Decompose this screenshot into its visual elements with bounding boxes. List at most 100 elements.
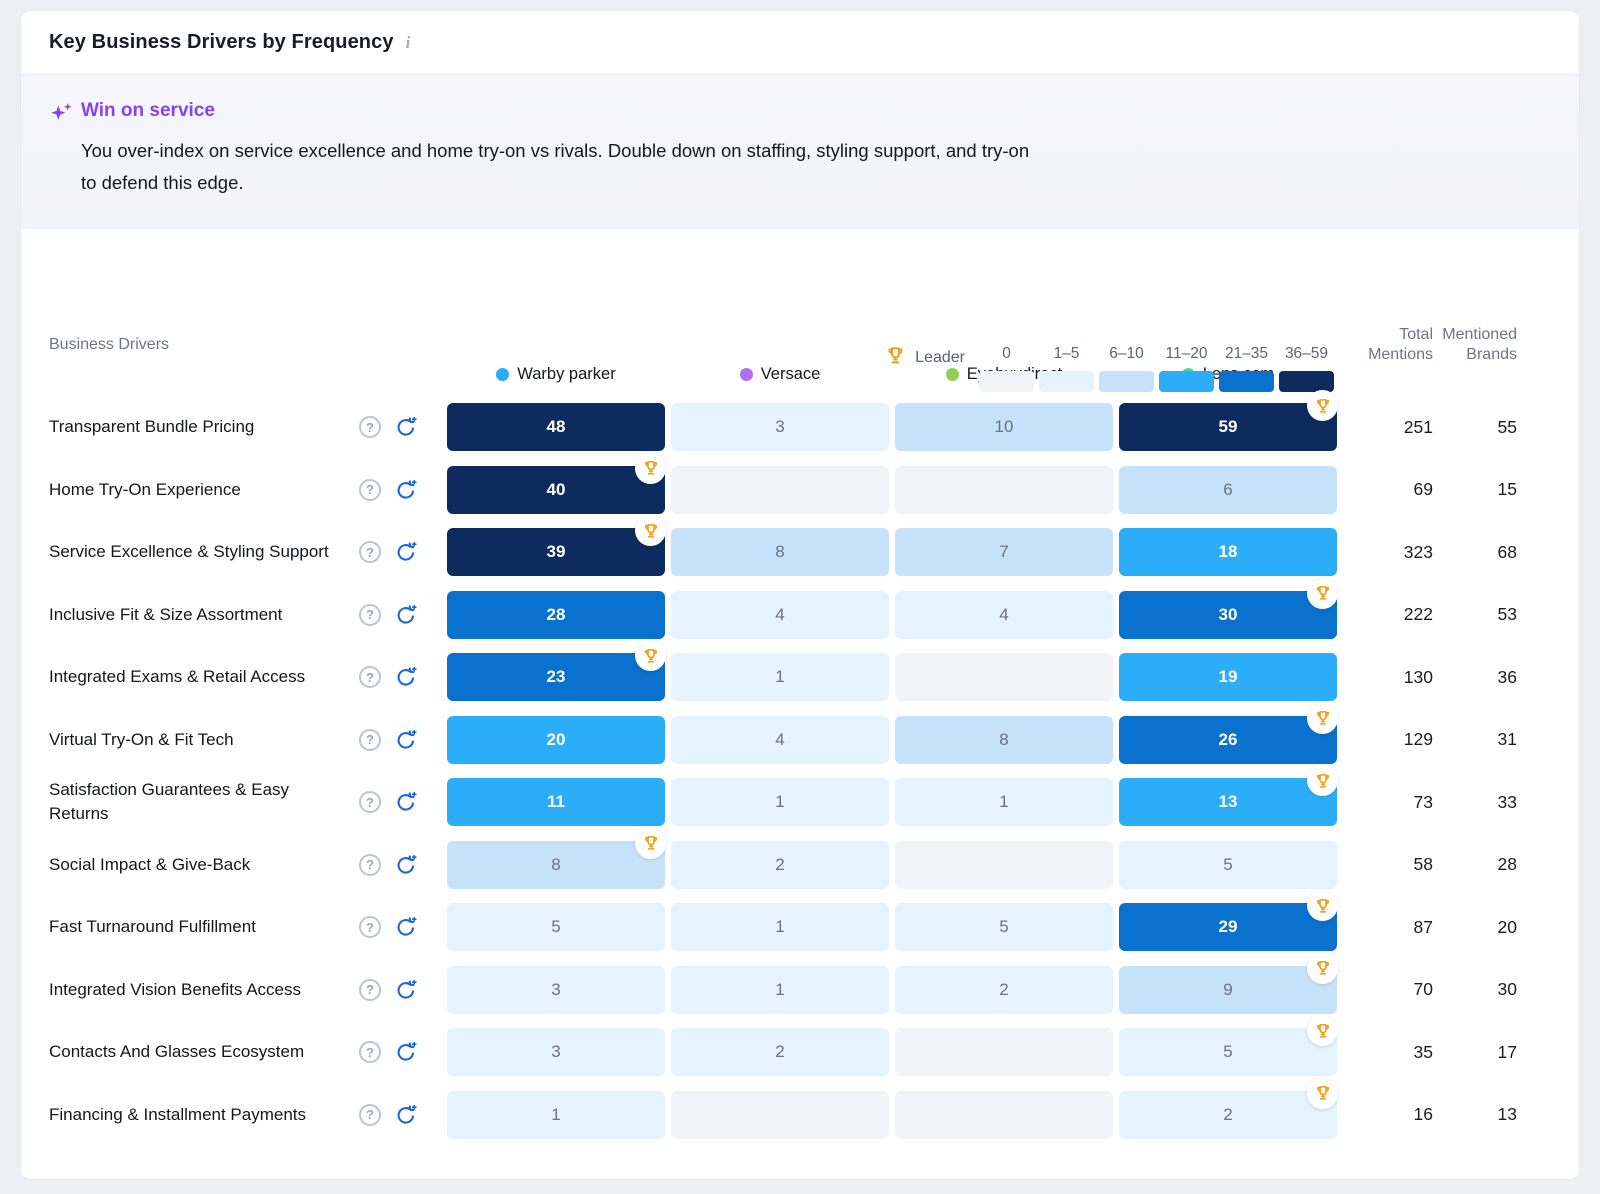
help-icon[interactable]: ? — [359, 666, 381, 688]
heatmap-cell[interactable]: 8 — [447, 827, 666, 889]
heatmap-cell[interactable]: 26 — [1119, 702, 1338, 764]
heatmap-cell[interactable]: 4 — [895, 590, 1113, 639]
heatmap-cell[interactable]: 2 — [671, 1028, 889, 1076]
heatmap-cell[interactable] — [671, 465, 889, 514]
mentioned-brands-value: 17 — [1497, 1041, 1517, 1062]
mentioned-brands-value: 28 — [1497, 854, 1517, 874]
heatmap-cell[interactable]: 1 — [671, 778, 889, 826]
heatmap-cell[interactable]: 59 — [1119, 390, 1338, 451]
heatmap-cell[interactable]: 9 — [1119, 952, 1338, 1014]
heatmap-cell[interactable] — [895, 653, 1113, 701]
heatmap-legend: Leader 0 1–5 6–10 11–20 21–35 36–59 — [885, 345, 1334, 392]
mentioned-brands-value: 13 — [1497, 1104, 1517, 1124]
drivers-column-header: Business Drivers — [49, 336, 170, 353]
help-icon[interactable]: ? — [359, 853, 381, 876]
heatmap-cell[interactable]: 2 — [895, 965, 1113, 1014]
heatmap-cell[interactable]: 40 — [447, 452, 666, 514]
regenerate-icon[interactable] — [395, 791, 417, 813]
regenerate-icon[interactable] — [395, 541, 417, 563]
key-business-drivers-card: Key Business Drivers by Frequency i Win … — [20, 10, 1580, 1180]
table-header: Business Drivers Total Mentions Mentione… — [21, 325, 1579, 384]
legend-bins: 0 1–5 6–10 11–20 21–35 36–59 — [979, 345, 1334, 392]
help-icon[interactable]: ? — [359, 916, 381, 938]
heatmap-cell[interactable] — [895, 840, 1113, 889]
heatmap-cell[interactable]: 23 — [447, 640, 666, 701]
heatmap-cell[interactable]: 6 — [1119, 465, 1337, 514]
leader-trophy-badge — [1307, 952, 1338, 984]
help-icon[interactable]: ? — [359, 791, 381, 813]
mentioned-brands-value: 36 — [1497, 666, 1517, 687]
heatmap-cell[interactable]: 4 — [671, 715, 889, 764]
heatmap-cell[interactable]: 48 — [447, 403, 665, 451]
heatmap-cell[interactable]: 11 — [447, 778, 665, 826]
regenerate-icon[interactable] — [395, 666, 417, 688]
heatmap-cell[interactable]: 7 — [895, 528, 1113, 576]
leader-trophy-badge — [1307, 702, 1338, 734]
heatmap-cell[interactable]: 8 — [895, 715, 1113, 764]
heatmap-cell[interactable]: 8 — [671, 528, 889, 576]
heatmap-cell[interactable]: 30 — [1119, 577, 1338, 639]
heatmap-cell[interactable]: 29 — [1119, 890, 1338, 951]
heatmap-cell[interactable]: 1 — [671, 653, 889, 701]
regenerate-icon[interactable] — [395, 479, 417, 501]
driver-label: Service Excellence & Styling Support — [49, 542, 329, 561]
regenerate-icon[interactable] — [395, 604, 417, 626]
heatmap-cell[interactable]: 39 — [447, 515, 666, 576]
heatmap-cell[interactable]: 28 — [447, 590, 665, 639]
heatmap-cell[interactable]: 1 — [447, 1090, 665, 1139]
regenerate-icon[interactable] — [395, 979, 417, 1001]
heatmap-cell[interactable]: 1 — [895, 778, 1113, 826]
heatmap-cell[interactable]: 2 — [671, 840, 889, 889]
heatmap-cell[interactable]: 5 — [1119, 1015, 1338, 1076]
heatmap-cell[interactable]: 19 — [1119, 653, 1337, 701]
heatmap-cell[interactable]: 3 — [671, 403, 889, 451]
regenerate-icon[interactable] — [395, 854, 417, 876]
heatmap-cell[interactable]: 18 — [1119, 528, 1337, 576]
help-icon[interactable]: ? — [359, 1103, 381, 1126]
regenerate-icon[interactable] — [395, 729, 417, 751]
heatmap-cell[interactable]: 1 — [671, 903, 889, 951]
brand-dot-icon — [739, 368, 753, 381]
heatmap-cell[interactable]: 5 — [447, 903, 665, 951]
regenerate-icon[interactable] — [395, 1041, 417, 1063]
legend-bin-swatch — [1159, 371, 1214, 392]
heatmap-cell[interactable] — [895, 465, 1113, 514]
driver-label: Integrated Exams & Retail Access — [49, 667, 306, 686]
help-icon[interactable]: ? — [359, 603, 381, 626]
mentioned-brands-header: Mentioned Brands — [1442, 326, 1517, 363]
heatmap-cell[interactable]: 3 — [447, 965, 665, 1014]
table-row: Fast Turnaround Fulfillment? 5 1 5 29 87 20 — [21, 890, 1579, 951]
legend-bin-label: 36–59 — [1284, 345, 1329, 362]
legend-bin-21–35: 21–35 — [1219, 345, 1274, 392]
regenerate-icon[interactable] — [395, 416, 417, 438]
heatmap-cell[interactable] — [895, 1090, 1113, 1139]
heatmap-cell[interactable]: 20 — [447, 715, 665, 764]
info-icon[interactable]: i — [405, 32, 411, 52]
mentioned-brands-value: 33 — [1497, 791, 1517, 812]
heatmap-cell[interactable]: 13 — [1119, 765, 1338, 826]
help-icon[interactable]: ? — [359, 416, 381, 438]
insight-body: You over-index on service excellence and… — [81, 140, 1030, 193]
heatmap-cell[interactable]: 2 — [1119, 1077, 1338, 1139]
heatmap-cell[interactable]: 1 — [671, 965, 889, 1014]
regenerate-icon[interactable] — [395, 1104, 417, 1126]
heatmap-cell[interactable]: 10 — [895, 403, 1113, 451]
regenerate-icon[interactable] — [395, 916, 417, 938]
help-icon[interactable]: ? — [359, 1041, 381, 1063]
driver-label: Social Impact & Give-Back — [49, 854, 251, 874]
brand-name: Warby parker — [517, 365, 616, 383]
heatmap-cell[interactable]: 4 — [671, 590, 889, 639]
heatmap-cell[interactable]: 3 — [447, 1028, 665, 1076]
heatmap-cell[interactable]: 5 — [1119, 840, 1337, 889]
help-icon[interactable]: ? — [359, 478, 381, 501]
total-mentions-value: 251 — [1403, 416, 1433, 437]
heatmap-cell[interactable] — [895, 1028, 1113, 1076]
heatmap-cell[interactable]: 5 — [895, 903, 1113, 951]
help-icon[interactable]: ? — [359, 978, 381, 1001]
table-row: Social Impact & Give-Back? 8 2 5 58 28 — [21, 827, 1579, 889]
heatmap-cell[interactable] — [671, 1090, 889, 1139]
total-mentions-value: 87 — [1413, 916, 1433, 937]
help-icon[interactable]: ? — [359, 541, 381, 563]
help-icon[interactable]: ? — [359, 728, 381, 751]
insight-title: Win on service — [81, 100, 1041, 122]
